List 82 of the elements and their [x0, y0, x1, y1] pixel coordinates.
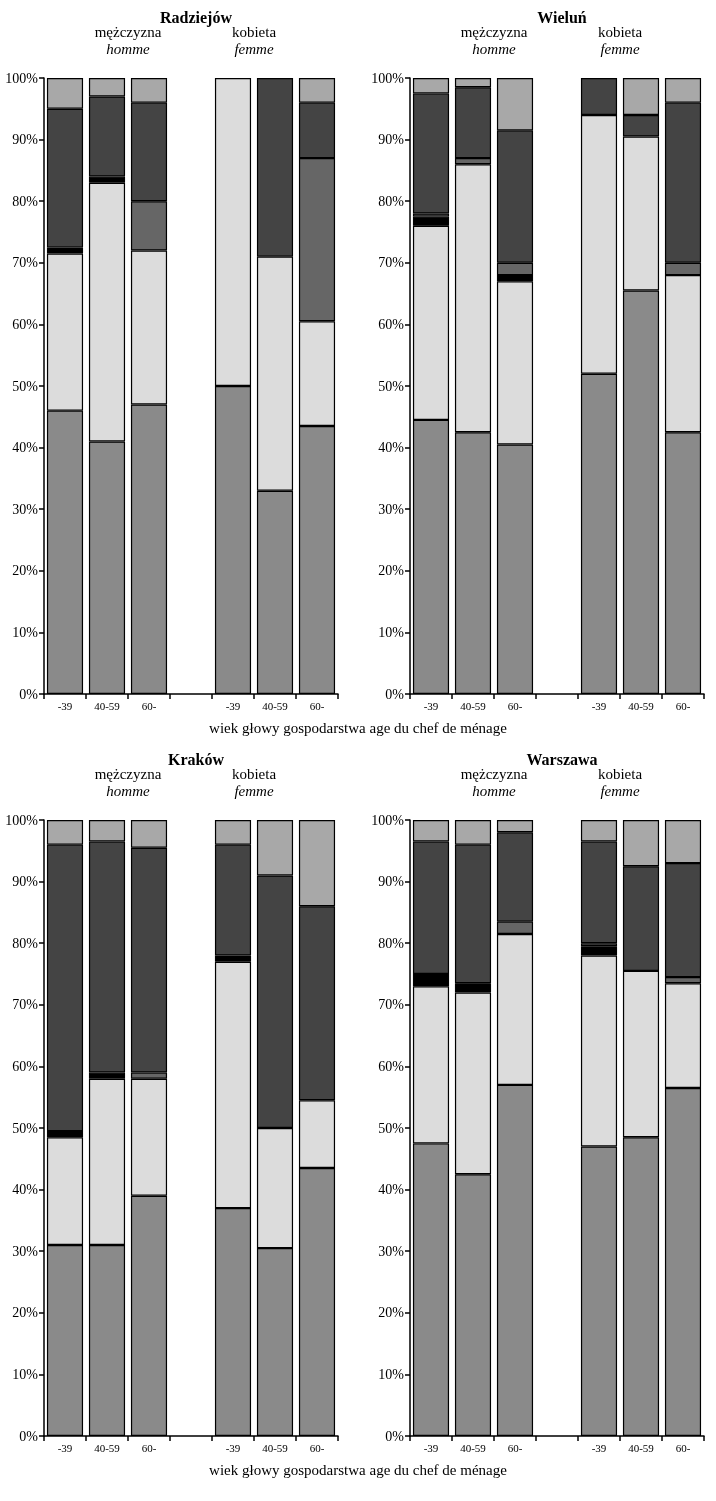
x-axis-title: wiek głowy gospodarstwa age du chef de ménage: [208, 1461, 508, 1480]
x-tick-label: -39: [591, 1441, 607, 1454]
y-tick-label: 10%: [378, 624, 405, 640]
y-tick-label: 70%: [12, 997, 39, 1013]
y-tick-label: 40%: [12, 1182, 39, 1198]
x-tick-label: 60-: [675, 1441, 691, 1454]
x-tick-label: 40-59: [628, 1441, 655, 1454]
y-tick-label: 90%: [12, 874, 39, 890]
x-tick-label: -39: [423, 699, 439, 712]
text: mężczyzna homme: [460, 23, 528, 57]
chart-title: Radziejów: [160, 8, 233, 27]
chart-title: Kraków: [168, 750, 225, 768]
text: kobieta femme: [231, 23, 277, 57]
x-tick-label: 60-: [309, 1441, 325, 1454]
x-tick-label: 60-: [141, 1441, 157, 1454]
y-tick-label: 60%: [12, 316, 39, 332]
text: mężczyzna homme: [94, 765, 162, 799]
y-tick-label: 100%: [371, 812, 405, 828]
y-tick-label: 20%: [378, 1305, 405, 1321]
y-tick-label: 10%: [12, 624, 39, 640]
y-tick-label: 30%: [12, 1243, 39, 1259]
x-tick-label: 40-59: [460, 1441, 487, 1454]
y-tick-label: 60%: [378, 1058, 405, 1074]
x-tick-label: 60-: [675, 699, 691, 712]
x-tick-label: 60-: [309, 699, 325, 712]
y-tick-label: 40%: [378, 440, 405, 456]
y-tick-label: 50%: [12, 1120, 39, 1136]
x-tick-label: 40-59: [262, 699, 289, 712]
y-tick-label: 80%: [378, 935, 405, 951]
y-tick-label: 60%: [12, 1058, 39, 1074]
y-tick-label: 50%: [378, 378, 405, 394]
x-axis-title: wiek głowy gospodarstwa age du chef de ménage: [208, 719, 508, 738]
y-tick-label: 0%: [19, 686, 39, 702]
x-tick-label: 60-: [507, 699, 523, 712]
text: mężczyzna homme: [460, 765, 528, 799]
x-tick-label: 60-: [507, 1441, 523, 1454]
x-tick-label: -39: [57, 1441, 73, 1454]
y-tick-label: 20%: [12, 563, 39, 579]
x-tick-label: -39: [225, 1441, 241, 1454]
text: kobieta femme: [597, 23, 643, 57]
y-tick-label: 70%: [378, 997, 405, 1013]
y-tick-label: 50%: [12, 378, 39, 394]
y-tick-label: 0%: [385, 1428, 405, 1444]
x-tick-label: -39: [225, 699, 241, 712]
y-tick-label: 0%: [19, 1428, 39, 1444]
y-tick-label: 80%: [378, 193, 405, 209]
text: mężczyzna homme: [94, 23, 162, 57]
text: kobieta femme: [231, 765, 277, 799]
y-tick-label: 90%: [378, 874, 405, 890]
y-tick-label: 100%: [371, 70, 405, 86]
y-tick-label: 10%: [378, 1366, 405, 1382]
y-tick-label: 90%: [378, 132, 405, 148]
y-tick-label: 80%: [12, 193, 39, 209]
x-tick-label: -39: [423, 1441, 439, 1454]
x-tick-label: 40-59: [460, 699, 487, 712]
y-tick-label: 60%: [378, 316, 405, 332]
y-tick-label: 70%: [12, 255, 39, 271]
y-tick-label: 20%: [378, 563, 405, 579]
x-tick-label: 40-59: [94, 1441, 121, 1454]
x-tick-label: -39: [57, 699, 73, 712]
x-tick-label: 40-59: [94, 699, 121, 712]
y-tick-label: 100%: [5, 812, 39, 828]
x-tick-label: 40-59: [262, 1441, 289, 1454]
y-tick-label: 70%: [378, 255, 405, 271]
x-tick-label: -39: [591, 699, 607, 712]
y-tick-label: 40%: [378, 1182, 405, 1198]
y-tick-label: 100%: [5, 70, 39, 86]
y-tick-label: 50%: [378, 1120, 405, 1136]
y-tick-label: 10%: [12, 1366, 39, 1382]
y-tick-label: 80%: [12, 935, 39, 951]
x-tick-label: 40-59: [628, 699, 655, 712]
chart-title: Warszawa: [526, 750, 598, 768]
y-tick-label: 0%: [385, 686, 405, 702]
y-tick-label: 20%: [12, 1305, 39, 1321]
y-tick-label: 30%: [12, 501, 39, 517]
chart-title: Wieluń: [537, 8, 587, 26]
y-tick-label: 90%: [12, 132, 39, 148]
x-tick-label: 60-: [141, 699, 157, 712]
y-tick-label: 40%: [12, 440, 39, 456]
text: kobieta femme: [597, 765, 643, 799]
y-tick-label: 30%: [378, 1243, 405, 1259]
y-tick-label: 30%: [378, 501, 405, 517]
